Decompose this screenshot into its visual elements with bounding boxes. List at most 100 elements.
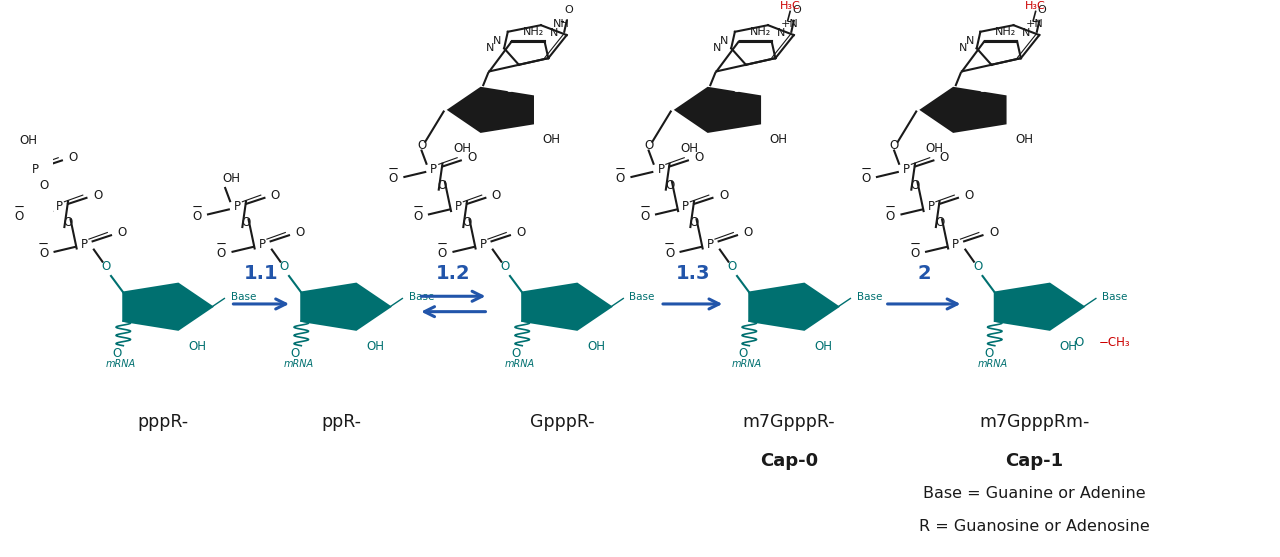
Text: O: O	[38, 179, 49, 192]
Text: 1.1: 1.1	[244, 264, 279, 283]
Text: O: O	[890, 139, 899, 152]
Text: P: P	[234, 200, 241, 213]
Text: −: −	[216, 238, 227, 251]
Text: O: O	[964, 189, 974, 202]
Text: P: P	[56, 200, 63, 213]
Text: N: N	[959, 43, 966, 53]
Text: mRNA: mRNA	[106, 359, 136, 369]
Text: P: P	[682, 200, 689, 213]
Text: N: N	[721, 36, 728, 46]
Text: O: O	[438, 179, 447, 192]
Text: O: O	[910, 179, 919, 192]
Text: P: P	[454, 200, 462, 213]
Text: −: −	[38, 238, 49, 251]
Text: P: P	[430, 163, 438, 176]
Text: P: P	[952, 238, 959, 251]
Polygon shape	[676, 88, 760, 132]
Text: −: −	[192, 201, 202, 214]
Text: O: O	[438, 247, 447, 260]
Text: OH: OH	[543, 133, 561, 146]
Text: P: P	[902, 163, 910, 176]
Text: N: N	[486, 43, 494, 53]
Text: Base = Guanine or Adenine: Base = Guanine or Adenine	[923, 486, 1146, 501]
Text: O: O	[68, 151, 78, 164]
Polygon shape	[522, 284, 611, 330]
Text: P: P	[259, 238, 265, 251]
Text: O: O	[910, 247, 919, 260]
Text: NH₂: NH₂	[995, 27, 1016, 37]
Text: O: O	[413, 209, 422, 223]
Text: NH₂: NH₂	[750, 27, 771, 37]
Text: O: O	[492, 189, 500, 202]
Text: −: −	[664, 238, 675, 251]
Text: O: O	[664, 247, 675, 260]
Text: O: O	[984, 347, 993, 360]
Text: −: −	[614, 163, 626, 177]
Text: N: N	[493, 36, 502, 46]
Text: O: O	[934, 216, 945, 229]
Text: O: O	[739, 347, 748, 360]
Text: −: −	[884, 201, 896, 214]
Text: OH: OH	[19, 134, 38, 147]
Text: O: O	[242, 216, 251, 229]
Text: O: O	[38, 247, 49, 260]
Text: 2: 2	[918, 264, 931, 283]
Text: O: O	[113, 347, 122, 360]
Text: m7GpppR-: m7GpppR-	[742, 413, 836, 431]
Text: O: O	[564, 5, 573, 15]
Text: O: O	[467, 151, 476, 164]
Text: OH: OH	[814, 340, 832, 353]
Text: O: O	[940, 151, 948, 164]
Text: O: O	[664, 179, 675, 192]
Text: OH: OH	[680, 141, 698, 155]
Text: 1.2: 1.2	[436, 264, 471, 283]
Text: OH: OH	[769, 133, 788, 146]
Text: P: P	[32, 163, 38, 176]
Text: Base: Base	[856, 292, 882, 302]
Text: Base: Base	[630, 292, 655, 302]
Text: N: N	[777, 28, 785, 38]
Text: O: O	[732, 84, 740, 94]
Polygon shape	[995, 284, 1084, 330]
Text: O: O	[694, 151, 704, 164]
Text: P: P	[81, 238, 87, 251]
Text: O: O	[861, 172, 870, 185]
Text: O: O	[512, 347, 521, 360]
Text: OH: OH	[925, 141, 943, 155]
Text: O: O	[101, 260, 111, 272]
Text: H₃C: H₃C	[1025, 1, 1046, 11]
Text: N: N	[1023, 28, 1030, 38]
Text: O: O	[886, 209, 895, 223]
Text: O: O	[820, 287, 828, 297]
Text: O: O	[989, 226, 998, 239]
Text: O: O	[744, 226, 753, 239]
Text: OH: OH	[453, 141, 471, 155]
Text: P: P	[707, 238, 713, 251]
Text: P: P	[658, 163, 664, 176]
Text: 1.3: 1.3	[676, 264, 710, 283]
Text: O: O	[1037, 5, 1046, 15]
Text: O: O	[690, 216, 699, 229]
Polygon shape	[301, 284, 390, 330]
Text: O: O	[792, 5, 800, 15]
Text: O: O	[417, 139, 426, 152]
Text: O: O	[594, 287, 602, 297]
Text: R = Guanosine or Adenosine: R = Guanosine or Adenosine	[919, 519, 1149, 534]
Text: −: −	[388, 163, 399, 177]
Text: Base: Base	[408, 292, 434, 302]
Text: O: O	[1074, 336, 1083, 349]
Text: GpppR-: GpppR-	[530, 413, 594, 431]
Text: O: O	[291, 347, 300, 360]
Text: mRNA: mRNA	[284, 359, 314, 369]
Text: OH: OH	[588, 340, 605, 353]
Text: O: O	[14, 209, 23, 223]
Text: −: −	[910, 238, 920, 251]
Text: O: O	[506, 84, 513, 94]
Text: Base: Base	[1102, 292, 1128, 302]
Polygon shape	[922, 88, 1006, 132]
Text: Cap-1: Cap-1	[1006, 452, 1064, 470]
Text: O: O	[462, 216, 471, 229]
Text: +N: +N	[781, 18, 797, 28]
Text: O: O	[372, 287, 380, 297]
Text: O: O	[516, 226, 526, 239]
